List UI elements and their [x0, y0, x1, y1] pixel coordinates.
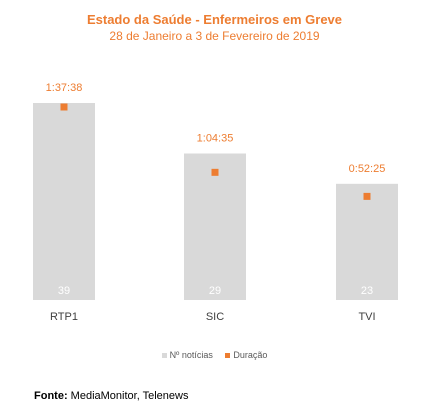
legend-item-noticias: Nº notícias [161, 350, 213, 360]
bar-rtp1 [33, 103, 95, 300]
bar-sic [184, 153, 246, 300]
duration-point-tvi [363, 192, 371, 200]
x-tick-label-sic: SIC [206, 311, 224, 323]
duration-label-sic: 1:04:35 [197, 133, 234, 145]
bar-label-sic: 29 [209, 285, 221, 297]
legend-swatch-noticias [161, 353, 167, 359]
chart-legend: Nº notícias Duração [0, 350, 429, 360]
duration-label-tvi: 0:52:25 [349, 163, 386, 175]
chart-plot: 39 1:37:38 RTP1 29 1:04:35 SIC 23 0:52:25 TVI [33, 82, 398, 323]
chart-subtitle: 28 de Janeiro a 3 de Fevereiro de 2019 [109, 29, 320, 43]
duration-point-rtp1 [60, 103, 68, 111]
bar-label-rtp1: 39 [58, 285, 70, 297]
legend-label-duracao: Duração [233, 350, 268, 360]
legend-label-noticias: Nº notícias [169, 350, 213, 360]
legend-swatch-duracao [225, 353, 231, 359]
x-tick-label-rtp1: RTP1 [50, 311, 78, 323]
duration-point-sic [211, 168, 219, 176]
source-note: Fonte: MediaMonitor, Telenews [34, 390, 188, 402]
x-tick-label-tvi: TVI [358, 311, 375, 323]
bar-tvi [336, 183, 398, 300]
legend-item-duracao: Duração [225, 350, 267, 360]
duration-label-rtp1: 1:37:38 [46, 82, 83, 94]
bar-label-tvi: 23 [361, 285, 373, 297]
source-label: Fonte: [34, 390, 68, 402]
source-text: MediaMonitor, Telenews [67, 390, 189, 402]
chart-title: Estado da Saúde - Enfermeiros em Greve [86, 12, 343, 27]
